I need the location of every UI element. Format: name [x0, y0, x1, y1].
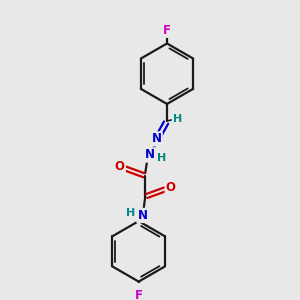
- Text: O: O: [166, 181, 176, 194]
- Text: F: F: [135, 289, 143, 300]
- Text: O: O: [115, 160, 125, 173]
- Text: F: F: [163, 24, 171, 37]
- Text: N: N: [152, 132, 162, 146]
- Text: N: N: [137, 209, 147, 222]
- Text: N: N: [145, 148, 155, 161]
- Text: H: H: [127, 208, 136, 218]
- Text: H: H: [173, 114, 182, 124]
- Text: H: H: [157, 153, 166, 163]
